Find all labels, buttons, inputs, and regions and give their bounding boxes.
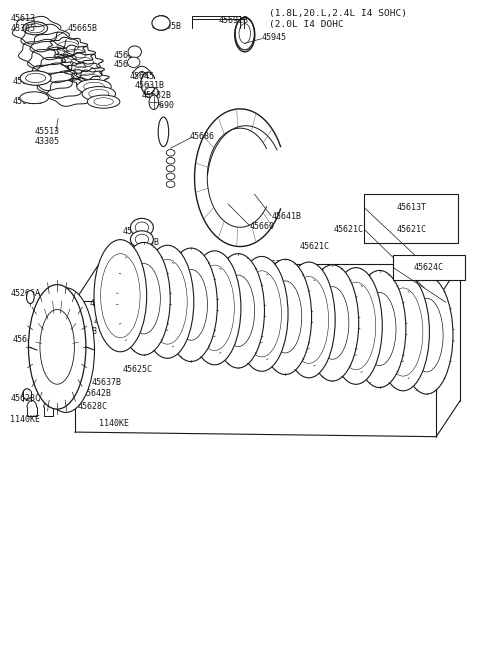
Ellipse shape: [28, 284, 86, 409]
Ellipse shape: [131, 218, 154, 237]
Ellipse shape: [82, 87, 116, 101]
Ellipse shape: [89, 89, 109, 98]
Ellipse shape: [26, 290, 34, 304]
Ellipse shape: [353, 271, 406, 388]
Text: 45682B: 45682B: [142, 91, 172, 100]
Text: 45513
43305: 45513 43305: [34, 127, 59, 146]
Ellipse shape: [165, 248, 217, 361]
Text: 45641B: 45641B: [271, 212, 301, 221]
Ellipse shape: [158, 117, 168, 147]
Ellipse shape: [128, 46, 142, 58]
Text: 45622B: 45622B: [319, 292, 349, 301]
Ellipse shape: [87, 95, 120, 108]
Text: 45625C: 45625C: [123, 365, 153, 374]
Text: 1140KE: 1140KE: [10, 415, 40, 424]
Ellipse shape: [20, 71, 51, 85]
Ellipse shape: [118, 242, 170, 355]
Text: 45636B: 45636B: [130, 238, 160, 247]
Ellipse shape: [128, 57, 140, 68]
Text: 45642B: 45642B: [82, 389, 112, 398]
Text: 45626B: 45626B: [89, 299, 119, 308]
Text: 45613
43305: 45613 43305: [10, 14, 35, 34]
Ellipse shape: [152, 16, 170, 30]
Text: 45621C: 45621C: [223, 280, 253, 289]
Ellipse shape: [141, 245, 194, 358]
Ellipse shape: [135, 235, 149, 244]
Text: 45691B: 45691B: [218, 16, 249, 26]
Text: (1.8L,20.L,2.4L I4 SOHC): (1.8L,20.L,2.4L I4 SOHC): [269, 9, 407, 18]
Text: 45660: 45660: [250, 221, 275, 231]
Ellipse shape: [235, 256, 288, 371]
Text: 45690: 45690: [149, 101, 174, 110]
Ellipse shape: [259, 260, 312, 374]
Text: 45686: 45686: [190, 132, 215, 141]
Text: 45665B: 45665B: [68, 24, 98, 34]
Text: 45612: 45612: [113, 60, 138, 70]
Text: 45621C: 45621C: [185, 297, 215, 306]
Ellipse shape: [25, 74, 46, 83]
Text: 45642B: 45642B: [12, 335, 43, 344]
Text: 45621C: 45621C: [262, 260, 291, 269]
Ellipse shape: [131, 231, 154, 248]
Text: 45631B: 45631B: [135, 81, 165, 90]
Text: 45695C: 45695C: [12, 97, 43, 106]
Text: 45613T: 45613T: [396, 204, 426, 212]
Text: 45621C: 45621C: [396, 225, 426, 234]
Ellipse shape: [283, 262, 335, 378]
Text: 45645: 45645: [130, 72, 155, 81]
Text: 45650B: 45650B: [68, 327, 98, 336]
Ellipse shape: [37, 288, 95, 413]
Text: 45621C: 45621C: [333, 225, 363, 234]
Text: 45621C: 45621C: [152, 281, 181, 290]
Text: 45632B: 45632B: [94, 317, 124, 326]
Bar: [393, 255, 465, 280]
Text: 45620B: 45620B: [120, 256, 150, 265]
Text: 45622B: 45622B: [281, 310, 311, 319]
Text: 45688: 45688: [113, 51, 138, 60]
Text: 45621C: 45621C: [300, 242, 330, 251]
Text: 1140KE: 1140KE: [99, 419, 129, 428]
Ellipse shape: [212, 254, 264, 368]
Text: 45624C: 45624C: [414, 263, 444, 272]
Ellipse shape: [135, 222, 149, 233]
Ellipse shape: [94, 98, 113, 106]
Ellipse shape: [149, 95, 158, 110]
Text: 45637B: 45637B: [92, 378, 121, 387]
Text: 45635B: 45635B: [123, 227, 153, 236]
Text: (2.0L I4 DOHC: (2.0L I4 DOHC: [269, 20, 344, 30]
Ellipse shape: [77, 79, 111, 94]
Text: 45633B: 45633B: [44, 315, 74, 325]
Text: 45622B: 45622B: [357, 275, 387, 284]
Text: 45628C: 45628C: [77, 402, 107, 411]
Text: 45945: 45945: [262, 34, 287, 43]
Ellipse shape: [40, 309, 74, 384]
Text: 45624C: 45624C: [393, 256, 423, 265]
Text: 45611: 45611: [12, 77, 37, 86]
Text: 45695B: 45695B: [152, 22, 181, 32]
Ellipse shape: [188, 251, 241, 365]
Ellipse shape: [94, 240, 147, 351]
Ellipse shape: [400, 276, 453, 394]
Bar: [364, 194, 458, 243]
Ellipse shape: [306, 265, 359, 381]
Ellipse shape: [330, 267, 382, 384]
Text: 45623T: 45623T: [156, 328, 186, 338]
Text: 45627B: 45627B: [144, 342, 174, 351]
Text: 45637B: 45637B: [135, 309, 165, 318]
Ellipse shape: [20, 92, 48, 104]
Ellipse shape: [377, 273, 430, 391]
Text: 45628C: 45628C: [10, 394, 40, 403]
Text: 45266A: 45266A: [10, 289, 40, 298]
Ellipse shape: [84, 82, 104, 91]
Text: 45622B: 45622B: [242, 327, 272, 336]
